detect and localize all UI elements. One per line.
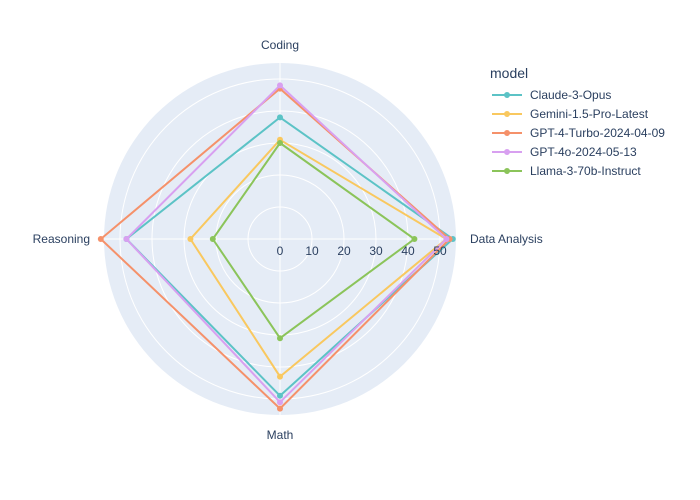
legend-swatch-marker bbox=[504, 168, 510, 174]
legend-label: Gemini-1.5-Pro-Latest bbox=[530, 107, 649, 121]
series-llama-3-70b-instruct bbox=[209, 140, 418, 342]
legend-title: model bbox=[490, 65, 528, 81]
radial-tick-label: 30 bbox=[369, 244, 383, 258]
data-point bbox=[123, 236, 130, 242]
data-point bbox=[277, 405, 283, 412]
data-point bbox=[277, 82, 283, 89]
legend-item-gpt-4o-2024-05-13: GPT-4o-2024-05-13 bbox=[492, 145, 637, 159]
data-point bbox=[277, 399, 283, 406]
legend-swatch-marker bbox=[504, 149, 510, 155]
data-point bbox=[277, 392, 283, 399]
radial-tick-label: 0 bbox=[277, 244, 284, 258]
data-point bbox=[411, 236, 418, 242]
data-point bbox=[277, 373, 283, 380]
legend-label: Claude-3-Opus bbox=[530, 88, 611, 102]
legend-item-gpt-4-turbo-2024-04-09: GPT-4-Turbo-2024-04-09 bbox=[492, 126, 665, 140]
legend-label: GPT-4-Turbo-2024-04-09 bbox=[530, 126, 665, 140]
series-layer bbox=[97, 82, 456, 412]
radial-tick-label: 10 bbox=[305, 244, 319, 258]
data-point bbox=[187, 236, 194, 242]
label-layer: 0 10 20 30 40 50 Coding Data Analysis Math Reason… bbox=[33, 38, 543, 442]
legend-swatch-marker bbox=[504, 92, 510, 98]
series-gpt-4o-2024-05-13 bbox=[123, 82, 450, 406]
data-point bbox=[443, 236, 450, 242]
legend-label: GPT-4o-2024-05-13 bbox=[530, 145, 637, 159]
radial-tick-label: 20 bbox=[337, 244, 351, 258]
legend-item-llama-3-70b-instruct: Llama-3-70b-Instruct bbox=[492, 164, 641, 178]
data-point bbox=[277, 114, 283, 121]
legend-item-claude-3-opus: Claude-3-Opus bbox=[492, 88, 611, 102]
data-point bbox=[277, 140, 283, 146]
axis-label-math: Math bbox=[267, 428, 294, 442]
series-claude-3-opus bbox=[123, 114, 456, 399]
axis-label-reasoning: Reasoning bbox=[33, 232, 90, 246]
data-point bbox=[209, 236, 216, 242]
data-point bbox=[97, 236, 104, 242]
legend-label: Llama-3-70b-Instruct bbox=[530, 164, 641, 178]
radial-tick-label: 50 bbox=[433, 244, 447, 258]
data-point bbox=[277, 335, 283, 342]
legend-item-gemini-1-5-pro-latest: Gemini-1.5-Pro-Latest bbox=[492, 107, 649, 121]
legend-swatch-marker bbox=[504, 130, 510, 136]
radial-tick-label: 40 bbox=[401, 244, 415, 258]
axis-label-data-analysis: Data Analysis bbox=[470, 232, 543, 246]
axis-label-coding: Coding bbox=[261, 38, 299, 52]
legend-swatch-marker bbox=[504, 111, 510, 117]
